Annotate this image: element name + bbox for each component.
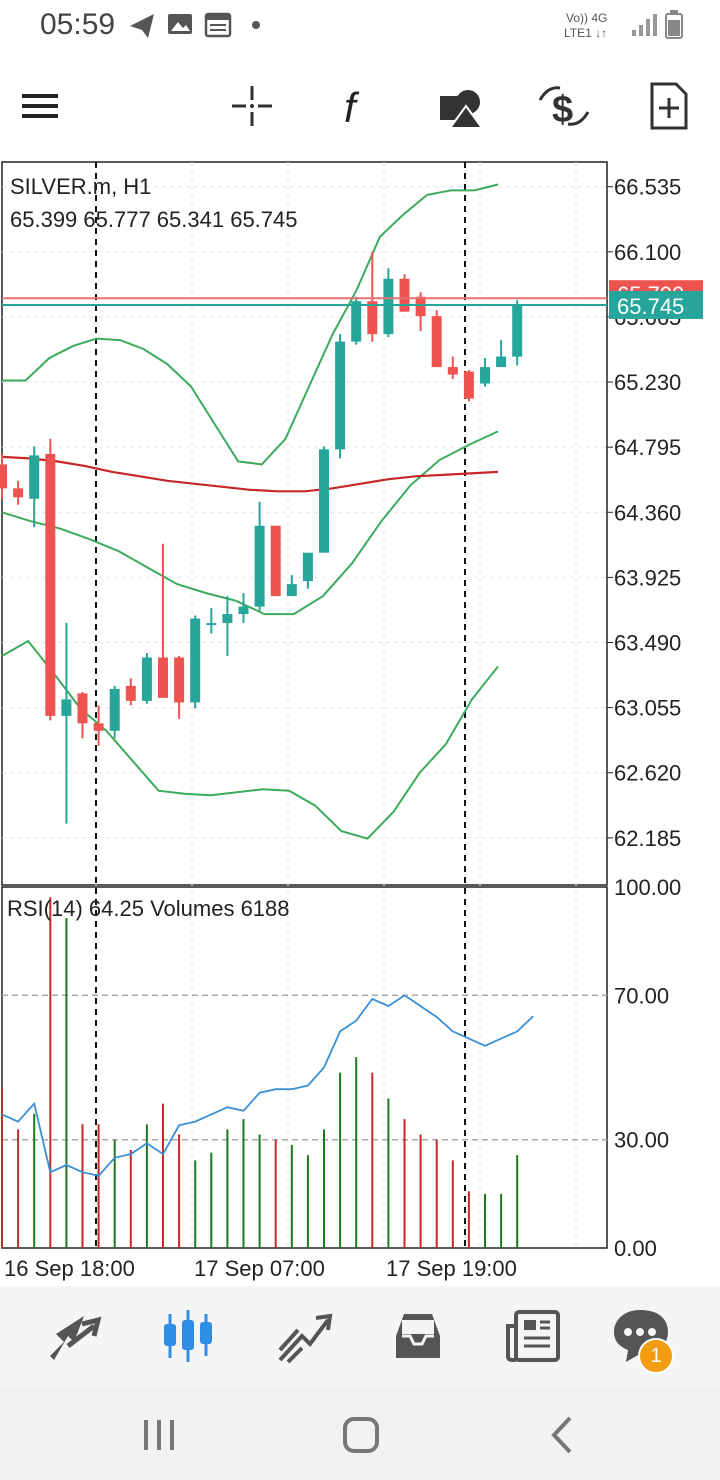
battery-icon <box>665 10 683 39</box>
price-tick-label: 62.620 <box>614 761 681 786</box>
candle-body <box>447 367 458 375</box>
candle-body <box>158 657 168 698</box>
svg-text:$: $ <box>552 89 573 131</box>
price-tick-label: 64.360 <box>614 500 681 525</box>
chart-canvas[interactable]: 66.53566.10065.66565.23064.79564.36063.9… <box>0 160 720 1284</box>
network-bottom: LTE1 ↓↑ <box>564 26 607 40</box>
price-tick-label: 64.795 <box>614 435 681 460</box>
indicator-tick-label: 30.00 <box>614 1128 669 1153</box>
main-panel-frame <box>1 161 608 886</box>
svg-text:f: f <box>344 84 360 131</box>
status-bar: 05:59 Vo)) 4G LTE1 ↓↑ <box>0 0 720 52</box>
candle-body <box>190 618 201 703</box>
candle-body <box>463 371 474 399</box>
telegram-icon <box>130 14 154 38</box>
price-tick-label: 62.185 <box>614 826 681 851</box>
moving-average <box>1 455 499 493</box>
candle-body <box>286 584 297 597</box>
candle-body <box>174 657 185 703</box>
current-price-box <box>609 290 703 319</box>
ohlc-label: 65.399 65.777 65.341 65.745 <box>10 207 298 232</box>
time-label: 17 Sep 07:00 <box>194 1256 325 1281</box>
indicator-label: RSI(14) 64.25 Volumes 6188 <box>7 896 290 921</box>
price-tick-label: 63.490 <box>614 631 681 656</box>
candle-body <box>367 301 378 335</box>
candle-body <box>13 488 24 498</box>
candle-body <box>45 453 56 716</box>
signal-icon <box>632 14 657 36</box>
candle-body <box>77 693 88 724</box>
home-icon[interactable] <box>336 1410 386 1460</box>
candle-body <box>415 296 426 317</box>
indicator-tick-label: 100.00 <box>614 875 681 900</box>
candle-body <box>383 278 394 335</box>
candle-body <box>206 623 217 626</box>
candle-body <box>0 464 7 489</box>
candle-body <box>512 304 523 357</box>
price-tick-label: 65.230 <box>614 370 681 395</box>
indicator-panel-frame <box>1 886 608 1249</box>
price-chart[interactable]: 66.53566.10065.66565.23064.79564.36063.9… <box>0 160 720 1284</box>
candle-body <box>270 525 281 597</box>
candle-body <box>125 685 136 701</box>
candle-body <box>61 699 72 716</box>
status-time: 05:59 <box>40 8 116 41</box>
candle-body <box>141 657 152 701</box>
candle-body <box>480 367 490 384</box>
history-icon[interactable] <box>388 1306 448 1366</box>
indicator-tick-label: 70.00 <box>614 983 669 1008</box>
price-tick-label: 63.925 <box>614 565 681 590</box>
indicator-tick-label: 0.00 <box>614 1236 657 1261</box>
calendar-icon <box>204 12 232 38</box>
candle-body <box>302 552 313 582</box>
crosshair-icon[interactable] <box>224 78 280 134</box>
candle-body <box>238 606 249 615</box>
news-icon[interactable] <box>504 1306 564 1366</box>
candle-body <box>319 449 329 553</box>
symbol-label: SILVER.m, H1 <box>10 174 151 199</box>
dot-icon <box>252 21 260 29</box>
rsi-line <box>1 994 534 1177</box>
network-top: Vo)) 4G <box>566 11 607 25</box>
time-label: 16 Sep 18:00 <box>4 1256 135 1281</box>
candle-body <box>431 316 442 368</box>
bollinger-middle <box>1 430 499 616</box>
candle-body <box>335 341 346 450</box>
time-label: 17 Sep 19:00 <box>386 1256 517 1281</box>
function-icon[interactable]: f <box>330 78 386 134</box>
messages-badge: 1 <box>638 1338 674 1374</box>
new-document-icon[interactable] <box>640 78 696 134</box>
bollinger-lower <box>1 639 499 840</box>
bollinger-upper <box>2 183 499 466</box>
price-tick-label: 63.055 <box>614 696 681 721</box>
candle-body <box>496 356 507 368</box>
candle-body <box>93 723 104 731</box>
system-navigation <box>0 1386 720 1480</box>
gallery-icon <box>168 14 192 34</box>
chart-toolbar: f $ <box>0 60 720 150</box>
candle-body <box>222 614 233 624</box>
menu-icon[interactable] <box>12 78 68 134</box>
bottom-navigation: 1 <box>0 1286 720 1386</box>
candle-body <box>29 455 40 499</box>
recent-apps-icon[interactable] <box>134 1410 184 1460</box>
trade-icon[interactable]: $ <box>536 78 592 134</box>
chart-icon[interactable] <box>158 1306 218 1366</box>
current-price-label: 65.745 <box>617 294 684 319</box>
quotes-icon[interactable] <box>44 1306 104 1366</box>
candle-body <box>109 688 120 731</box>
candle-body <box>399 278 410 312</box>
trade-icon[interactable] <box>274 1306 334 1366</box>
candle-body <box>254 525 265 607</box>
price-tick-label: 66.535 <box>614 175 681 200</box>
messages-icon[interactable]: 1 <box>612 1306 674 1374</box>
price-tick-label: 66.100 <box>614 240 681 265</box>
back-icon[interactable] <box>538 1410 588 1460</box>
candle-body <box>351 301 362 342</box>
objects-icon[interactable] <box>434 78 490 134</box>
